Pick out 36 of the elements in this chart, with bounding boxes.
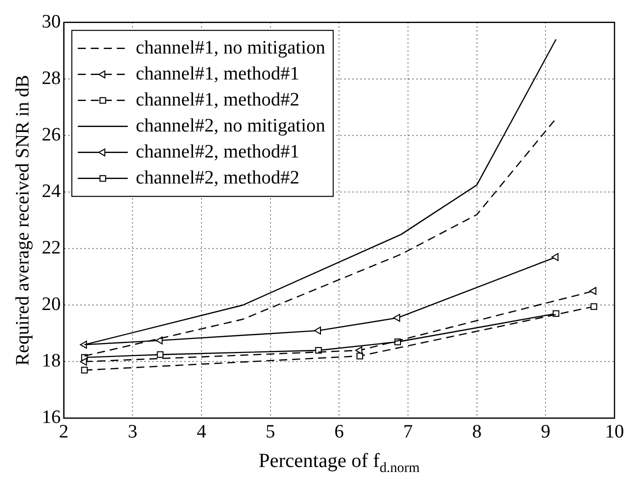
point [552,310,560,317]
legend-label: channel#1, method#2 [136,89,300,110]
y-tick-label: 26 [42,124,61,146]
legend-label: channel#2, method#1 [136,141,300,162]
legend-label: channel#1, no mitigation [136,37,326,58]
point [156,351,164,358]
y-axis-title: Required average received SNR in dB [12,74,34,366]
x-tick-label: 4 [196,422,207,443]
y-tick-label: 24 [42,181,62,202]
point [551,253,558,262]
point [156,336,163,344]
point [355,346,362,354]
x-tick-label: 5 [266,422,276,443]
point [590,303,598,310]
y-tick-label: 30 [42,11,61,32]
legend-label: channel#1, method#1 [136,63,300,84]
y-tick-label: 22 [42,238,61,259]
x-tick-label: 7 [403,422,413,443]
x-tick-label: 3 [128,422,138,443]
legend-label: channel#2, no mitigation [136,115,326,136]
point [314,326,321,335]
point [589,287,596,295]
y-tick-label: 16 [42,407,61,428]
y-tick-label: 28 [42,68,61,89]
y-tick-label: 20 [42,294,61,316]
x-tick-label: 9 [540,422,550,443]
x-tick-label: 8 [472,422,482,443]
point [356,352,364,360]
point [80,358,87,366]
legend-label: channel#2, method#2 [136,167,300,188]
point [81,366,88,374]
point [393,314,400,322]
x-tick-label: 6 [334,422,344,443]
x-tick-label: 10 [605,422,624,443]
y-tick-label: 18 [42,350,61,372]
x-tick-label: 2 [59,422,69,443]
